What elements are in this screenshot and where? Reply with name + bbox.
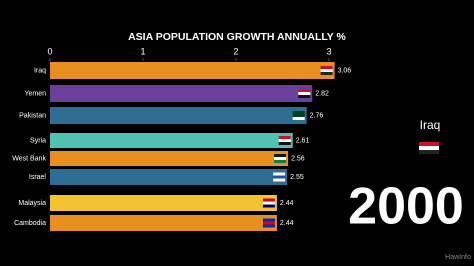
flag-stripe (298, 89, 311, 92)
watermark: HawInfo (445, 254, 471, 261)
category-label: Israel (29, 174, 47, 181)
category-label: West Bank (12, 155, 46, 162)
bar (50, 169, 288, 185)
flag-stripe (292, 114, 305, 117)
bar (50, 133, 293, 148)
flag-stripe (262, 218, 275, 222)
x-tick-label: 3 (326, 46, 331, 56)
flag-stripe (298, 95, 311, 98)
x-tick-label: 1 (140, 46, 145, 56)
flag-stripe (273, 172, 286, 176)
value-label: 2.55 (290, 174, 304, 181)
chart-title: ASIA POPULATION GROWTH ANNUALLY % (128, 31, 346, 43)
flag-stripe (262, 221, 275, 225)
flag-stripe (262, 204, 275, 208)
flag-stripe (320, 72, 333, 75)
flag-stripe (298, 92, 311, 95)
flag-stripe (262, 198, 275, 202)
flag-stripe (273, 175, 286, 179)
year-label: 2000 (348, 178, 464, 236)
flag-stripe (278, 139, 291, 142)
bar (50, 107, 307, 124)
flag-stripe (292, 111, 305, 114)
category-label: Pakistan (19, 112, 46, 119)
flag-stripe (273, 178, 286, 182)
bar (50, 215, 277, 231)
value-label: 2.76 (310, 112, 324, 119)
category-label: Iraq (34, 67, 46, 74)
flag-stripe (320, 69, 333, 72)
value-label: 2.56 (291, 155, 305, 162)
bar (50, 195, 277, 211)
value-label: 2.44 (280, 200, 294, 207)
bar (50, 85, 313, 102)
category-label: Cambodia (14, 220, 46, 227)
bar (50, 62, 335, 79)
x-tick-label: 0 (47, 46, 52, 56)
flag-stripe (274, 154, 287, 157)
flag-stripe (278, 136, 291, 139)
flag-stripe (274, 157, 287, 160)
category-label: Syria (30, 137, 46, 144)
value-label: 2.82 (315, 90, 329, 97)
x-tick-label: 2 (233, 46, 238, 56)
flag-stripe (262, 224, 275, 228)
current-flag (419, 142, 439, 154)
flag-stripe (278, 142, 291, 145)
category-label: Malaysia (18, 200, 46, 207)
value-label: 2.44 (280, 220, 294, 227)
category-label: Yemen (24, 90, 46, 97)
flag-stripe (292, 117, 305, 120)
flag-stripe (262, 201, 275, 205)
value-label: 3.06 (338, 67, 352, 74)
flag-stripe (274, 160, 287, 163)
value-label: 2.61 (296, 137, 310, 144)
flag-stripe (320, 66, 333, 69)
current-label: Iraq (420, 118, 441, 132)
bar (50, 151, 289, 166)
